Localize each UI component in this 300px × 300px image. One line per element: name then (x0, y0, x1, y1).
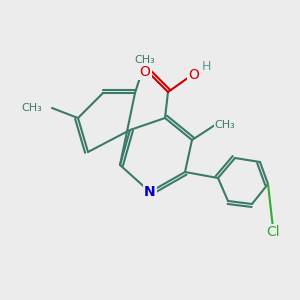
Text: H: H (201, 61, 211, 74)
Text: CH₃: CH₃ (135, 55, 155, 65)
Text: CH₃: CH₃ (21, 103, 42, 113)
Text: O: O (140, 65, 150, 79)
Text: N: N (144, 185, 156, 199)
Text: Cl: Cl (266, 225, 280, 239)
Text: O: O (189, 68, 200, 82)
Text: CH₃: CH₃ (214, 120, 236, 130)
